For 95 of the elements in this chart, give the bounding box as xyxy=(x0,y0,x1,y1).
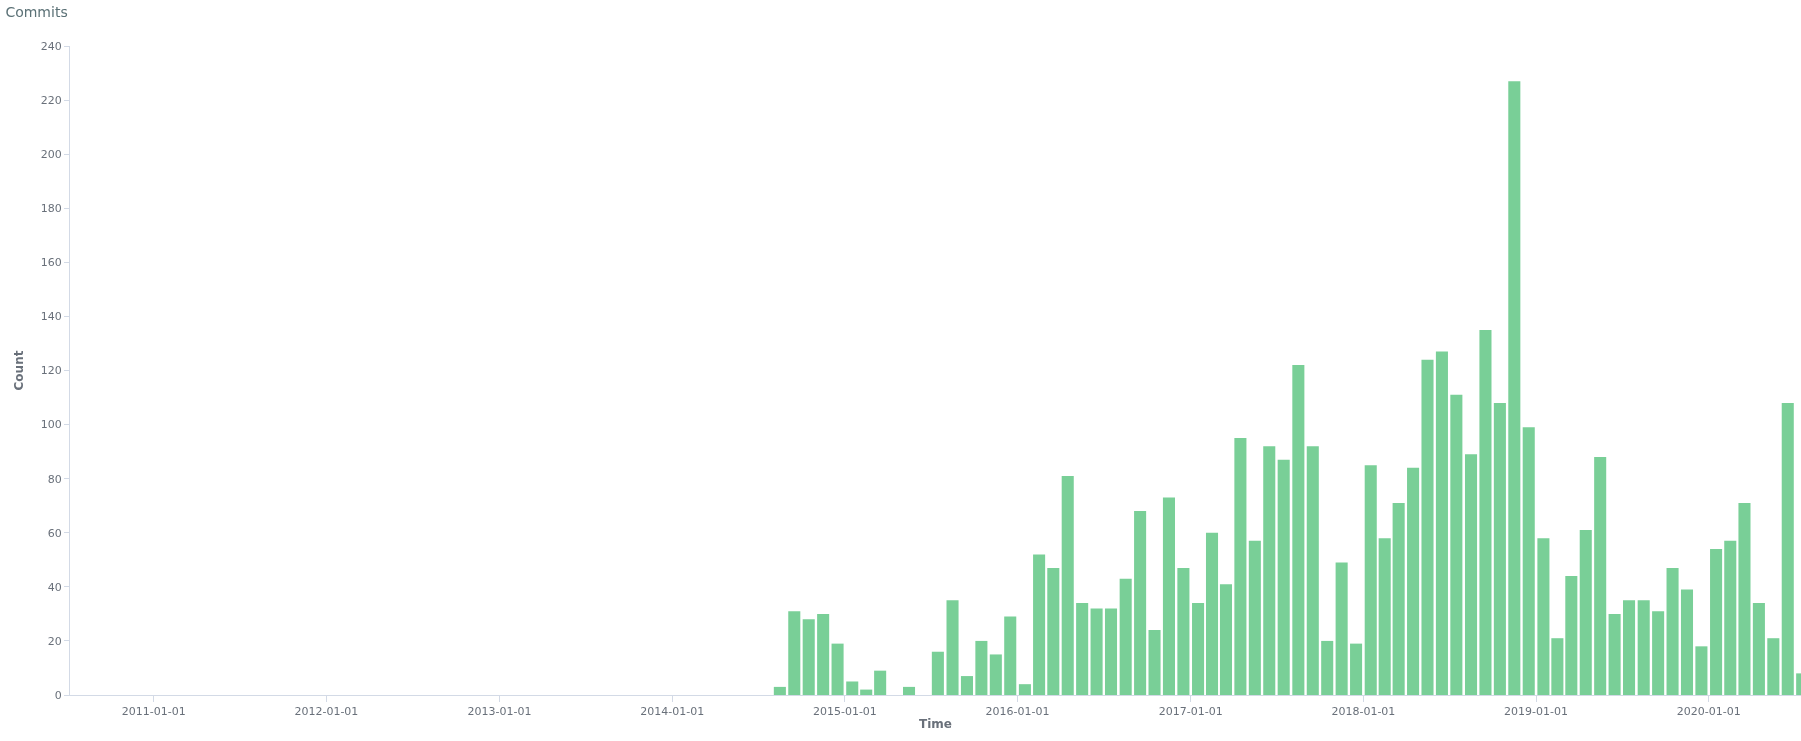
y-tick-label: 180 xyxy=(40,202,62,216)
bar xyxy=(1148,630,1161,695)
y-tick-label: 220 xyxy=(40,93,62,107)
bar xyxy=(1508,81,1521,695)
bar xyxy=(1767,638,1780,695)
bar xyxy=(1522,427,1535,695)
bar xyxy=(1392,503,1405,695)
bar xyxy=(946,600,959,695)
x-tick-label: 2012-01-01 xyxy=(294,705,359,719)
bar xyxy=(1623,600,1636,695)
bar xyxy=(1090,608,1103,695)
bar xyxy=(1192,603,1205,695)
bar xyxy=(1608,613,1621,695)
x-tick-label: 2014-01-01 xyxy=(640,705,705,719)
bar xyxy=(1177,567,1190,695)
bar xyxy=(902,686,916,695)
y-tick-label: 160 xyxy=(40,256,62,270)
bar xyxy=(1378,538,1391,695)
bar xyxy=(1277,459,1290,695)
x-tick-label: 2018-01-01 xyxy=(1331,705,1396,719)
bar xyxy=(1464,454,1478,695)
y-tick-label: 200 xyxy=(40,148,62,162)
bar xyxy=(1450,394,1463,695)
bar xyxy=(1781,402,1794,695)
x-tick-label: 2015-01-01 xyxy=(812,705,877,719)
bar xyxy=(1205,532,1219,695)
bar xyxy=(788,611,801,695)
y-tick-label: 240 xyxy=(40,39,62,53)
bar xyxy=(1234,438,1247,695)
bar xyxy=(1493,402,1506,695)
bar xyxy=(773,686,786,695)
bar xyxy=(860,689,873,695)
bar xyxy=(1335,562,1348,695)
bar xyxy=(975,640,988,695)
bar xyxy=(1407,467,1420,695)
bar xyxy=(1680,589,1694,695)
bar xyxy=(1350,643,1363,695)
bar xyxy=(1652,611,1665,695)
bar xyxy=(874,670,887,695)
bar xyxy=(831,643,844,695)
bar xyxy=(1018,684,1031,695)
bar xyxy=(1076,603,1089,695)
y-tick-label: 60 xyxy=(47,526,62,540)
y-tick-label: 100 xyxy=(40,418,62,432)
x-tick-label: 2017-01-01 xyxy=(1158,705,1223,719)
bar xyxy=(989,654,1002,695)
y-tick-label: 140 xyxy=(40,310,62,324)
bar xyxy=(1292,365,1305,695)
y-tick-label: 20 xyxy=(47,634,62,648)
x-tick-label: 2013-01-01 xyxy=(467,705,532,719)
bar xyxy=(1033,554,1046,695)
bar xyxy=(960,676,973,695)
bar xyxy=(1435,351,1448,695)
y-tick-label: 120 xyxy=(40,364,62,378)
bar xyxy=(1364,465,1377,695)
bar xyxy=(1321,640,1334,695)
y-axis-title: Count xyxy=(12,350,27,391)
bar xyxy=(1047,567,1060,695)
bar xyxy=(1565,576,1578,695)
bar xyxy=(1479,329,1492,695)
y-tick-label: 0 xyxy=(54,688,62,702)
bar xyxy=(1752,603,1765,695)
bar xyxy=(1306,446,1319,695)
chart-title: Commits xyxy=(5,4,68,21)
bar xyxy=(1061,475,1074,695)
bar xyxy=(1421,359,1434,695)
bar xyxy=(1134,511,1147,695)
bar xyxy=(1637,600,1650,695)
bar xyxy=(931,651,944,695)
bar xyxy=(1248,540,1261,695)
x-tick-label: 2016-01-01 xyxy=(985,705,1050,719)
bar xyxy=(1219,584,1232,695)
bar xyxy=(802,619,815,695)
x-tick-label: 2020-01-01 xyxy=(1676,705,1741,719)
bar xyxy=(1710,548,1723,695)
y-tick-label: 80 xyxy=(47,472,62,486)
y-tick-label: 40 xyxy=(47,580,62,594)
bar xyxy=(1738,503,1751,695)
bar xyxy=(817,613,830,695)
bar xyxy=(1594,457,1607,695)
x-tick-label: 2019-01-01 xyxy=(1504,705,1569,719)
x-axis-title: Time xyxy=(919,717,952,732)
bar xyxy=(1579,530,1592,695)
bar xyxy=(1162,497,1175,695)
bar xyxy=(1263,446,1276,695)
bar xyxy=(1104,608,1118,695)
bar xyxy=(1666,567,1679,695)
x-tick-label: 2011-01-01 xyxy=(121,705,186,719)
bar xyxy=(1119,578,1132,695)
bar xyxy=(1537,538,1550,695)
bar xyxy=(1551,638,1564,695)
bar xyxy=(1695,646,1708,695)
bar xyxy=(846,681,859,695)
bar xyxy=(1004,616,1017,695)
bar xyxy=(1724,540,1737,695)
